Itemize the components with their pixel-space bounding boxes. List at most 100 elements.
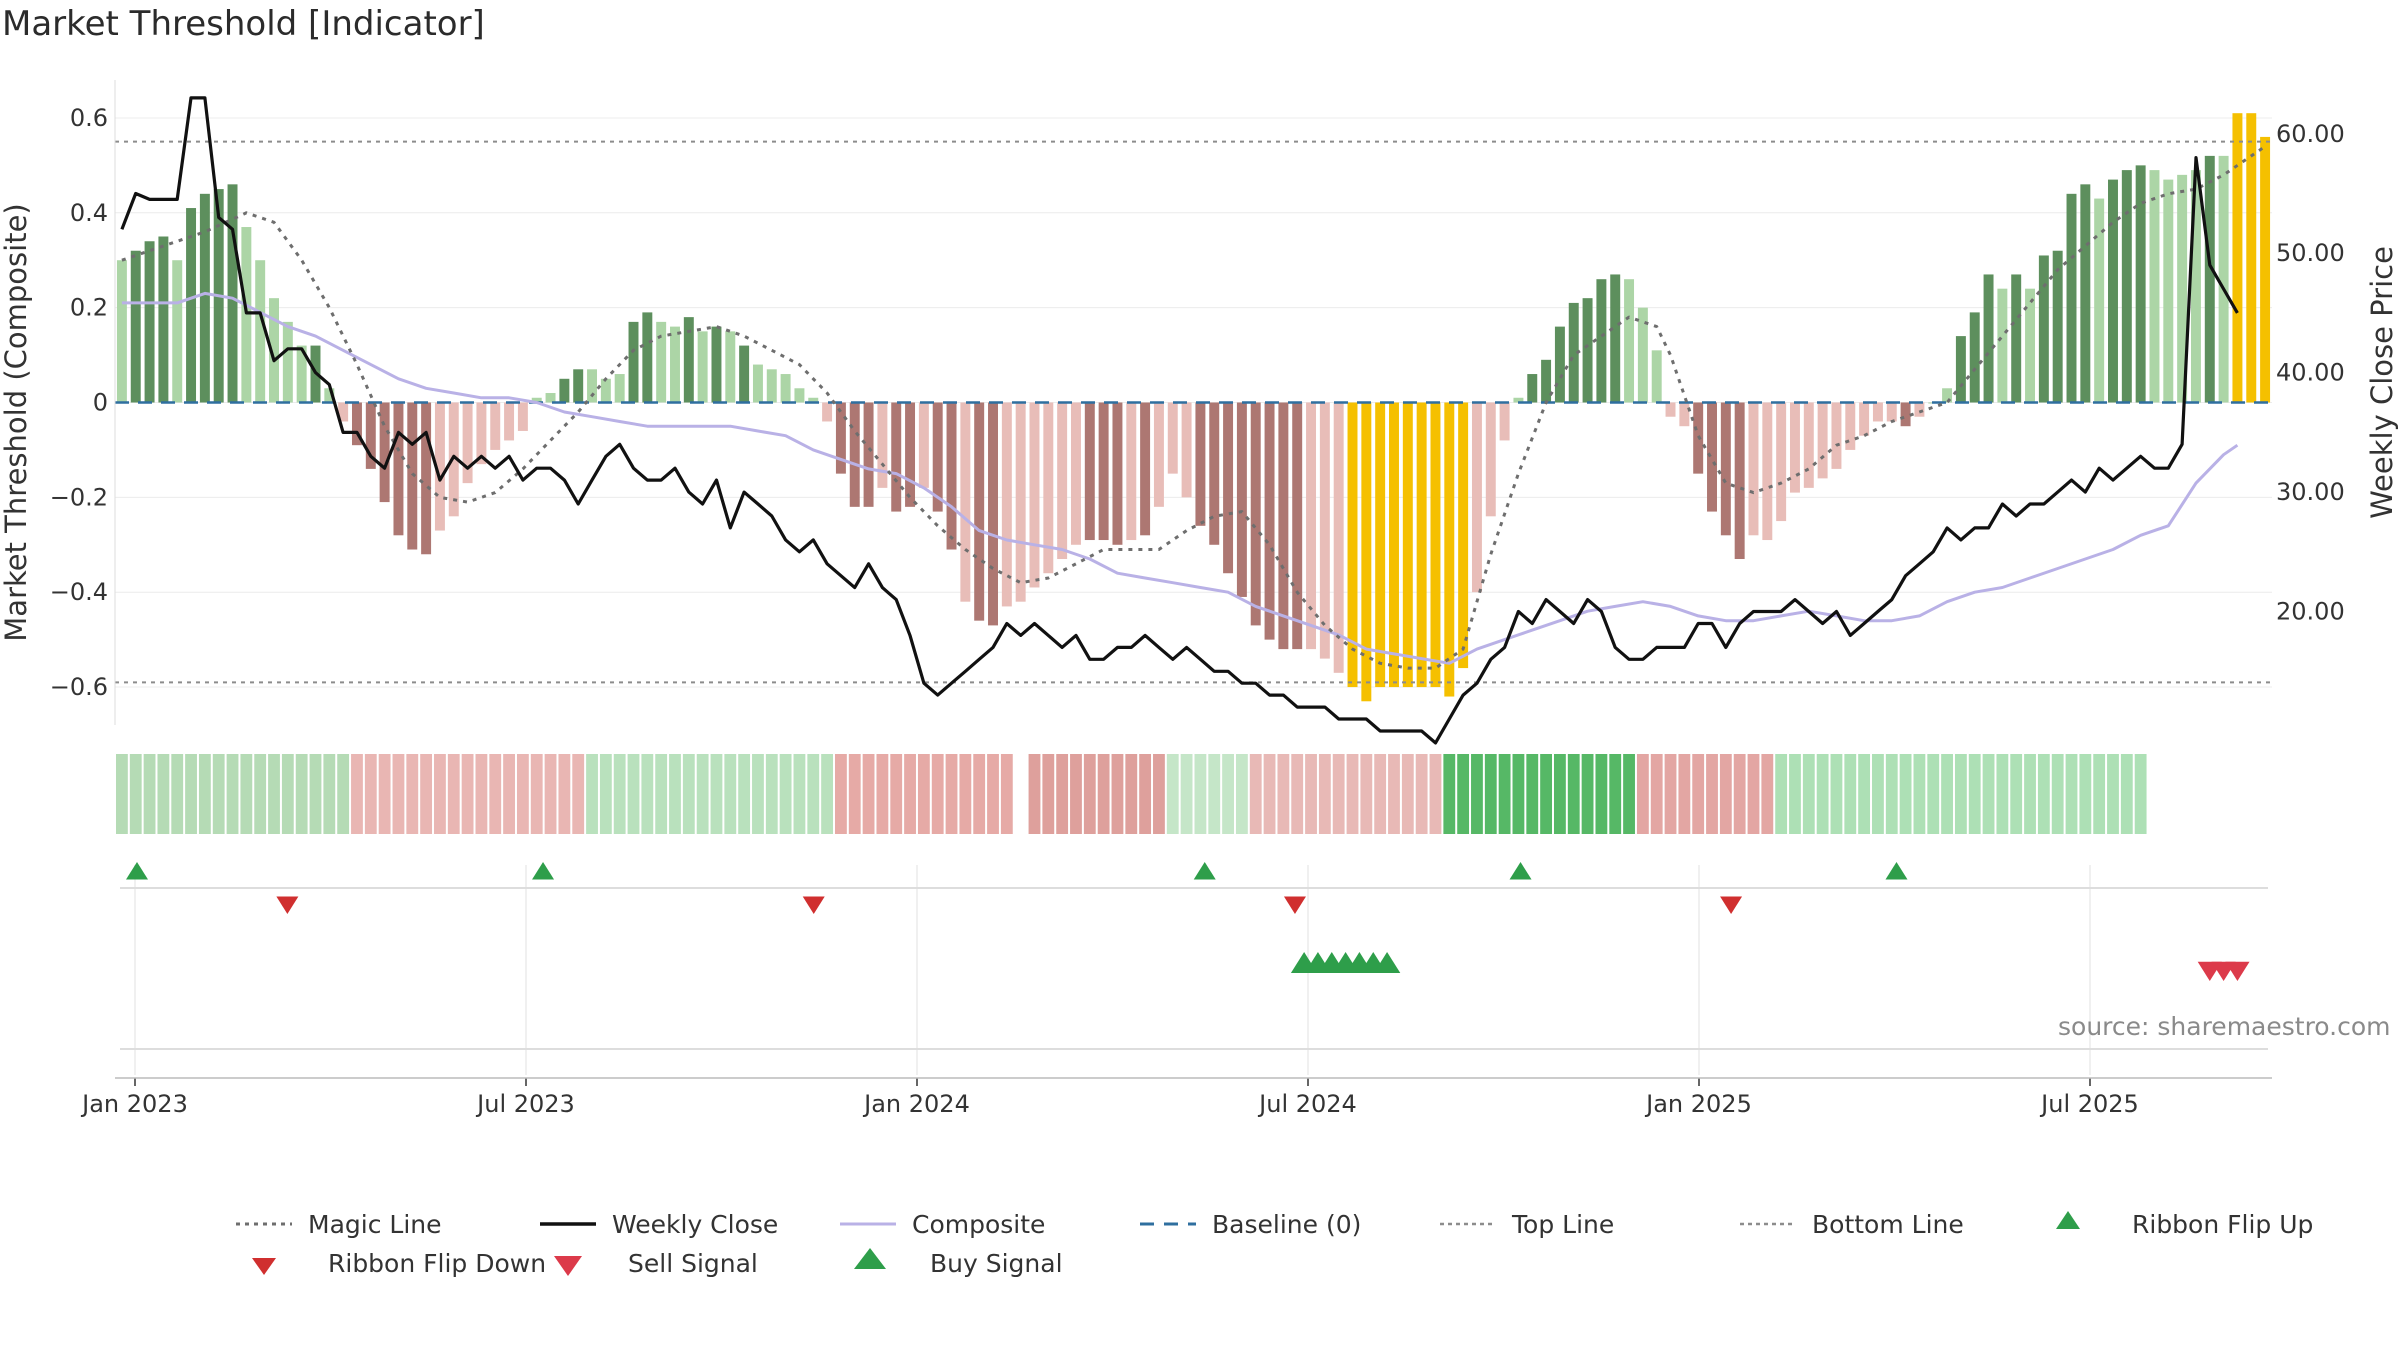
histogram-bar: [1278, 402, 1289, 650]
histogram-bar: [1624, 279, 1635, 403]
ribbon-cell: [254, 754, 267, 834]
ribbon-flip-up-marker: [532, 862, 555, 880]
ribbon-cell: [1885, 754, 1898, 834]
y-left-tick-label: 0.2: [70, 294, 108, 322]
ribbon-cell: [945, 754, 958, 834]
histogram-bar: [1223, 402, 1234, 574]
histogram-bar: [1153, 402, 1164, 507]
histogram-bar: [1209, 402, 1220, 545]
ribbon-cell: [1899, 754, 1912, 834]
ribbon-cell: [185, 754, 197, 834]
ribbon-cell: [2010, 754, 2023, 834]
histogram-bar: [1610, 274, 1621, 403]
legend-label: Bottom Line: [1812, 1210, 1964, 1239]
histogram-bar: [1900, 402, 1911, 427]
histogram-bar: [1803, 402, 1814, 488]
histogram-bar: [587, 369, 598, 403]
histogram-bar: [1084, 402, 1095, 541]
histogram-bar: [1914, 402, 1925, 417]
histogram-bar: [725, 331, 736, 403]
histogram-bar: [614, 374, 625, 403]
ribbon-flip-up-marker: [1193, 862, 1216, 880]
ribbon-cell: [835, 754, 847, 834]
histogram-bar: [172, 260, 183, 403]
histogram-bar: [1527, 374, 1538, 403]
histogram-bar: [697, 331, 708, 403]
ribbon-cell: [1401, 754, 1414, 834]
histogram-bar: [199, 193, 210, 403]
histogram-bar: [1541, 359, 1552, 403]
ribbon-cell: [268, 754, 280, 834]
ribbon-cell: [530, 754, 543, 834]
ribbon-cell: [1802, 754, 1815, 834]
ribbon-cell: [682, 754, 695, 834]
histogram-bar: [462, 402, 473, 484]
histogram-bar: [739, 345, 750, 403]
ribbon-cell: [586, 754, 598, 834]
ribbon-cell: [1927, 754, 1940, 834]
y-left-axis-title: Market Threshold (Composite): [0, 203, 33, 641]
ribbon-cell: [1595, 754, 1608, 834]
ribbon-cell: [171, 754, 184, 834]
ribbon-cell: [765, 754, 778, 834]
ribbon-cell: [973, 754, 986, 834]
histogram-bar: [365, 402, 376, 469]
histogram-bar: [2025, 288, 2036, 403]
histogram-bar: [1375, 402, 1386, 688]
y-left-tick-label: −0.4: [50, 578, 108, 606]
histogram-bar: [559, 378, 570, 403]
ribbon-cell: [1263, 754, 1276, 834]
histogram-bar: [960, 402, 971, 602]
ribbon-cell: [351, 754, 363, 834]
ribbon-cell: [2024, 754, 2036, 834]
histogram-bar: [241, 227, 252, 403]
histogram-bar: [269, 298, 279, 403]
ribbon-cell: [1153, 754, 1165, 834]
x-tick-label: Jan 2024: [862, 1090, 970, 1118]
ribbon-cell: [1208, 754, 1221, 834]
histogram-bar: [1292, 402, 1303, 650]
histogram-bar: [338, 402, 349, 422]
ribbon-cell: [1954, 754, 1967, 834]
ribbon-cell: [779, 754, 792, 834]
histogram-bar: [573, 369, 584, 403]
histogram-bar: [227, 184, 238, 403]
ribbon-cell: [821, 754, 833, 834]
histogram-bar: [351, 402, 362, 446]
histogram-bar: [1845, 402, 1856, 450]
histogram-bar: [1098, 402, 1109, 541]
legend-label: Ribbon Flip Up: [2132, 1210, 2313, 1239]
ribbon-cell: [323, 754, 336, 834]
histogram-bar: [1554, 326, 1565, 403]
y-right-tick-label: 40.00: [2276, 359, 2345, 387]
histogram-bar: [2052, 250, 2063, 403]
histogram-bar: [835, 402, 846, 474]
histogram-bar: [1043, 402, 1054, 574]
histogram-bar: [1361, 402, 1372, 702]
histogram-bar: [600, 378, 611, 403]
histogram-bar: [877, 402, 888, 488]
legend-label: Composite: [912, 1210, 1045, 1239]
y-left-tick-label: −0.6: [50, 673, 108, 701]
histogram-bar: [1817, 402, 1828, 479]
histogram-bar: [1181, 402, 1192, 498]
histogram-bar: [656, 321, 667, 403]
ribbon-cell: [544, 754, 557, 834]
histogram-bar: [116, 260, 127, 403]
legend-label: Ribbon Flip Down: [328, 1249, 546, 1278]
ribbon-cell: [1816, 754, 1829, 834]
ribbon-cell: [1443, 754, 1456, 834]
histogram-bar: [628, 321, 639, 403]
ribbon-cell: [710, 754, 723, 834]
histogram-bar: [2121, 170, 2132, 403]
ribbon-cell: [641, 754, 654, 834]
histogram-bar: [974, 402, 985, 621]
ribbon-cell: [1429, 754, 1442, 834]
legend-marker: [854, 1248, 886, 1269]
ribbon-cell: [627, 754, 640, 834]
histogram-bar: [1651, 350, 1662, 403]
histogram-bar: [2094, 198, 2105, 403]
ribbon-cell: [1581, 754, 1594, 834]
histogram-bar: [1015, 402, 1026, 602]
